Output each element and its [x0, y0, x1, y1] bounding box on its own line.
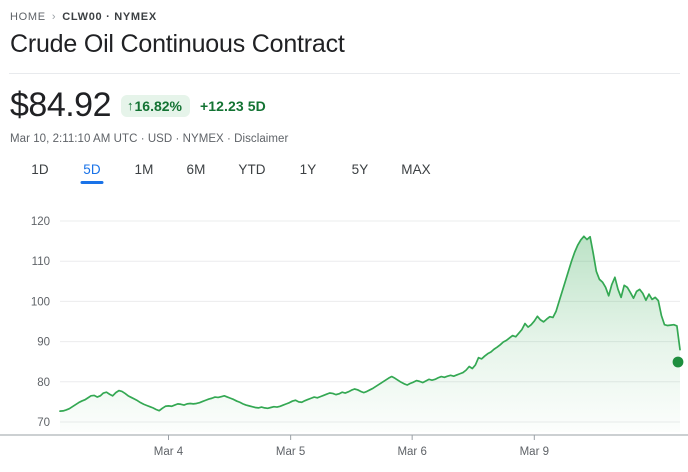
range-tab-label: 1M — [134, 162, 154, 177]
range-tab-ytd[interactable]: YTD — [222, 158, 282, 186]
range-tab-label: MAX — [401, 162, 431, 177]
range-tab-label: 6M — [186, 162, 206, 177]
price-change-percent-badge: ↑ 16.82% — [121, 94, 190, 117]
chart-x-axis-labels: Mar 4 Mar 5 Mar 6 Mar 9 — [154, 446, 549, 458]
arrow-up-icon: ↑ — [127, 98, 134, 114]
meta-separator-1: · — [140, 133, 148, 145]
range-tab-label: YTD — [238, 162, 266, 177]
range-tab-5d[interactable]: 5D — [66, 158, 118, 186]
current-price: $84.92 — [10, 86, 112, 124]
range-tab-1m[interactable]: 1M — [118, 158, 170, 186]
chart-y-tick-label: 120 — [31, 216, 50, 228]
price-change-absolute-value: +12.23 — [199, 97, 244, 114]
quote-currency: USD — [147, 133, 173, 145]
price-chart[interactable]: 120 110 100 90 80 70 Mar 4 Mar 5 Mar 6 Mar 9 — [0, 196, 688, 472]
quote-summary: $84.92 ↑ 16.82% +12.23 5D — [10, 86, 266, 124]
range-tabs: 1D 5D 1M 6M YTD 1Y 5Y MAX — [14, 158, 446, 186]
chart-y-tick-label: 70 — [37, 417, 50, 429]
range-tab-5y[interactable]: 5Y — [334, 158, 386, 186]
breadcrumb-home-link[interactable]: HOME — [10, 11, 46, 23]
page-title: Crude Oil Continuous Contract — [10, 30, 345, 58]
range-tab-max[interactable]: MAX — [386, 158, 446, 186]
breadcrumb-current: CLW00 · NYMEX — [62, 11, 157, 23]
chart-x-tick-label: Mar 9 — [520, 446, 549, 458]
chart-x-axis-ticks — [168, 435, 535, 440]
range-tab-label: 5Y — [351, 162, 369, 177]
chart-y-tick-label: 110 — [32, 256, 50, 268]
chart-y-axis-labels: 120 110 100 90 80 70 — [31, 216, 50, 429]
price-change-period: 5D — [247, 97, 266, 114]
breadcrumb: HOME › CLW00 · NYMEX — [10, 11, 157, 23]
meta-separator-2: · — [175, 133, 183, 145]
chart-last-point-marker — [672, 356, 684, 368]
chart-y-tick-label: 90 — [37, 337, 50, 349]
chart-line — [59, 235, 681, 412]
quote-exchange: NYMEX — [182, 133, 224, 145]
disclaimer-link[interactable]: Disclaimer — [234, 133, 289, 145]
price-change-absolute: +12.23 5D — [200, 98, 266, 114]
quote-metadata: Mar 10, 2:11:10 AM UTC · USD · NYMEX · D… — [10, 133, 288, 145]
price-chart-svg: 120 110 100 90 80 70 Mar 4 Mar 5 Mar 6 Mar 9 — [0, 216, 688, 458]
chart-x-tick-label: Mar 4 — [154, 446, 184, 458]
chart-y-tick-label: 100 — [31, 296, 50, 308]
chevron-right-icon: › — [51, 10, 57, 23]
chart-y-tick-label: 80 — [37, 377, 50, 389]
range-tab-1d[interactable]: 1D — [14, 158, 66, 186]
range-tab-label: 5D — [83, 162, 101, 177]
header-divider — [9, 73, 680, 74]
chart-x-tick-label: Mar 6 — [397, 446, 426, 458]
chart-area-fill — [60, 236, 680, 432]
range-tab-6m[interactable]: 6M — [170, 158, 222, 186]
range-tab-label: 1D — [31, 162, 49, 177]
range-tab-1y[interactable]: 1Y — [282, 158, 334, 186]
quote-timestamp: Mar 10, 2:11:10 AM UTC — [10, 133, 138, 145]
chart-x-tick-label: Mar 5 — [276, 446, 305, 458]
meta-separator-3: · — [227, 133, 235, 145]
price-change-percent-value: 16.82% — [134, 97, 182, 114]
range-tab-label: 1Y — [299, 162, 317, 177]
